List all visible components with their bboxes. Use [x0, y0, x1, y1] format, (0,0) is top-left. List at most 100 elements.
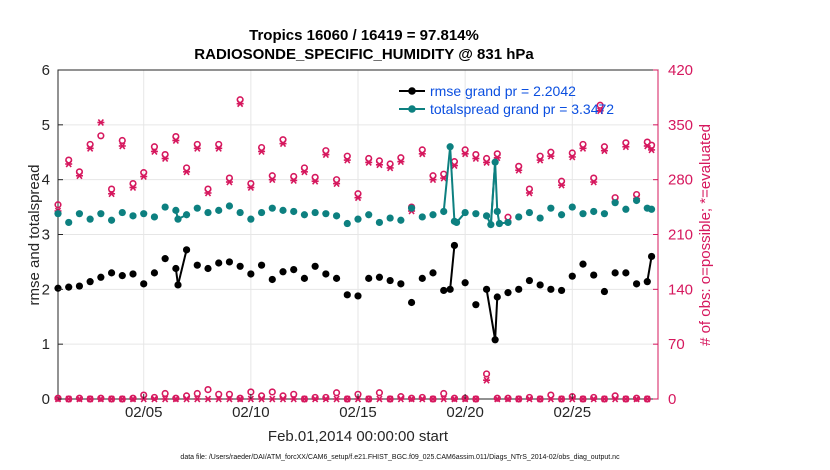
- y-tick-label: 5: [42, 117, 50, 134]
- totalspread-point: [215, 206, 223, 214]
- obs-possible-point: [268, 388, 276, 396]
- obs-evaluated-point: [643, 395, 651, 403]
- asterisk-stroke: [151, 395, 158, 403]
- obs-evaluated-point: [504, 395, 512, 403]
- obs-evaluated-point: [290, 176, 298, 184]
- obs-evaluated-point: [547, 152, 555, 160]
- obs-evaluated-point: [450, 395, 458, 403]
- obs-possible-point: [107, 185, 116, 193]
- rmse-point: [491, 336, 499, 344]
- obs-evaluated-point: [622, 395, 630, 403]
- asterisk-stroke: [408, 395, 415, 403]
- asterisk-stroke: [397, 158, 404, 166]
- totalspread-point: [446, 143, 454, 151]
- x-tick-label: 02/25: [554, 404, 592, 421]
- totalspread-point: [487, 221, 495, 229]
- asterisk-stroke: [172, 395, 179, 403]
- rmse-point: [647, 252, 656, 261]
- obs-evaluated-point: [215, 144, 223, 152]
- totalspread-point: [557, 211, 566, 219]
- obs-evaluated-point: [418, 395, 426, 403]
- asterisk-stroke: [483, 158, 490, 166]
- asterisk-stroke: [108, 395, 115, 403]
- asterisk-stroke: [204, 395, 212, 403]
- totalspread-point: [495, 219, 504, 228]
- obs-evaluated-point: [279, 395, 287, 403]
- obs-possible-point: [204, 386, 212, 394]
- asterisk-stroke: [301, 395, 308, 403]
- asterisk-stroke: [129, 183, 137, 192]
- obs-evaluated-point: [579, 395, 587, 403]
- totalspread-point: [632, 196, 641, 205]
- totalspread-segment: [449, 146, 456, 222]
- totalspread-point: [365, 211, 373, 219]
- obs-evaluated-point: [300, 168, 308, 176]
- asterisk-stroke: [648, 146, 655, 154]
- y-right-tick-label: 350: [668, 117, 693, 134]
- rmse-point: [590, 271, 598, 279]
- x-tick-label: 02/15: [339, 404, 377, 421]
- obs-evaluated-point: [65, 395, 73, 403]
- obs-evaluated-point: [515, 166, 523, 174]
- rmse-point: [418, 274, 426, 282]
- rmse-point: [386, 276, 394, 285]
- asterisk-stroke: [194, 144, 201, 152]
- obs-evaluated-point: [633, 395, 641, 403]
- asterisk-stroke: [440, 395, 447, 403]
- obs-evaluated-point: [236, 395, 244, 403]
- totalspread-point: [161, 203, 169, 211]
- rmse-segment: [449, 245, 456, 290]
- obs-evaluated-point: [193, 395, 201, 403]
- asterisk-stroke: [547, 395, 554, 403]
- asterisk-stroke: [108, 190, 115, 198]
- obs-evaluated-point: [86, 144, 94, 152]
- totalspread-point: [452, 218, 461, 227]
- totalspread-segment: [442, 146, 452, 212]
- asterisk-stroke: [644, 395, 651, 403]
- obs-evaluated-point: [611, 395, 619, 403]
- obs-possible-point: [150, 143, 159, 151]
- rmse-series: [54, 241, 656, 344]
- totalspread-point: [440, 207, 448, 216]
- asterisk-stroke: [65, 395, 72, 403]
- totalspread-point: [407, 204, 416, 212]
- y-axis-label: rmse and totalspread: [26, 165, 43, 306]
- totalspread-point: [174, 215, 182, 223]
- asterisk-stroke: [397, 395, 404, 403]
- obs-possible-point: [54, 201, 62, 209]
- obs-evaluated-point: [365, 395, 373, 403]
- totalspread-point: [107, 216, 116, 224]
- totalspread-point: [172, 206, 180, 214]
- totalspread-point: [418, 213, 426, 221]
- obs-evaluated-point: [483, 376, 491, 384]
- y-axis-right-label: # of obs: o=possible; *=evaluated: [697, 124, 714, 346]
- x-axis: 02/05 02/10 02/15 02/20 02/25: [125, 394, 591, 421]
- obs-evaluated-point: [118, 395, 126, 403]
- totalspread-point: [54, 210, 62, 218]
- rmse-point: [193, 261, 201, 269]
- legend-totalspread-label: totalspread grand pr = 3.3472: [430, 101, 614, 117]
- asterisk-stroke: [494, 395, 501, 403]
- obs-evaluated-point: [300, 395, 308, 403]
- totalspread-point: [525, 208, 534, 217]
- obs-evaluated-point: [215, 395, 223, 403]
- rmse-point: [290, 265, 298, 274]
- legend-rmse-marker: [408, 87, 416, 95]
- rmse-point: [557, 286, 566, 295]
- asterisk-stroke: [290, 176, 297, 184]
- asterisk-stroke: [601, 395, 608, 403]
- obs-evaluated-point: [129, 395, 137, 403]
- obs-evaluated-point: [161, 395, 169, 403]
- obs-evaluated-point: [365, 158, 373, 166]
- obs-evaluated-point: [568, 153, 576, 161]
- obs-evaluated-point: [343, 395, 351, 403]
- obs-evaluated-point: [172, 395, 180, 403]
- obs-possible-point: [290, 390, 298, 398]
- x-axis-label: Feb.01,2014 00:00:00 start: [268, 428, 449, 445]
- rmse-point: [600, 287, 609, 296]
- totalspread-point: [247, 215, 255, 223]
- totalspread-point: [150, 213, 159, 221]
- asterisk-stroke: [365, 395, 372, 403]
- totalspread-point: [536, 214, 544, 222]
- asterisk-stroke: [333, 395, 340, 403]
